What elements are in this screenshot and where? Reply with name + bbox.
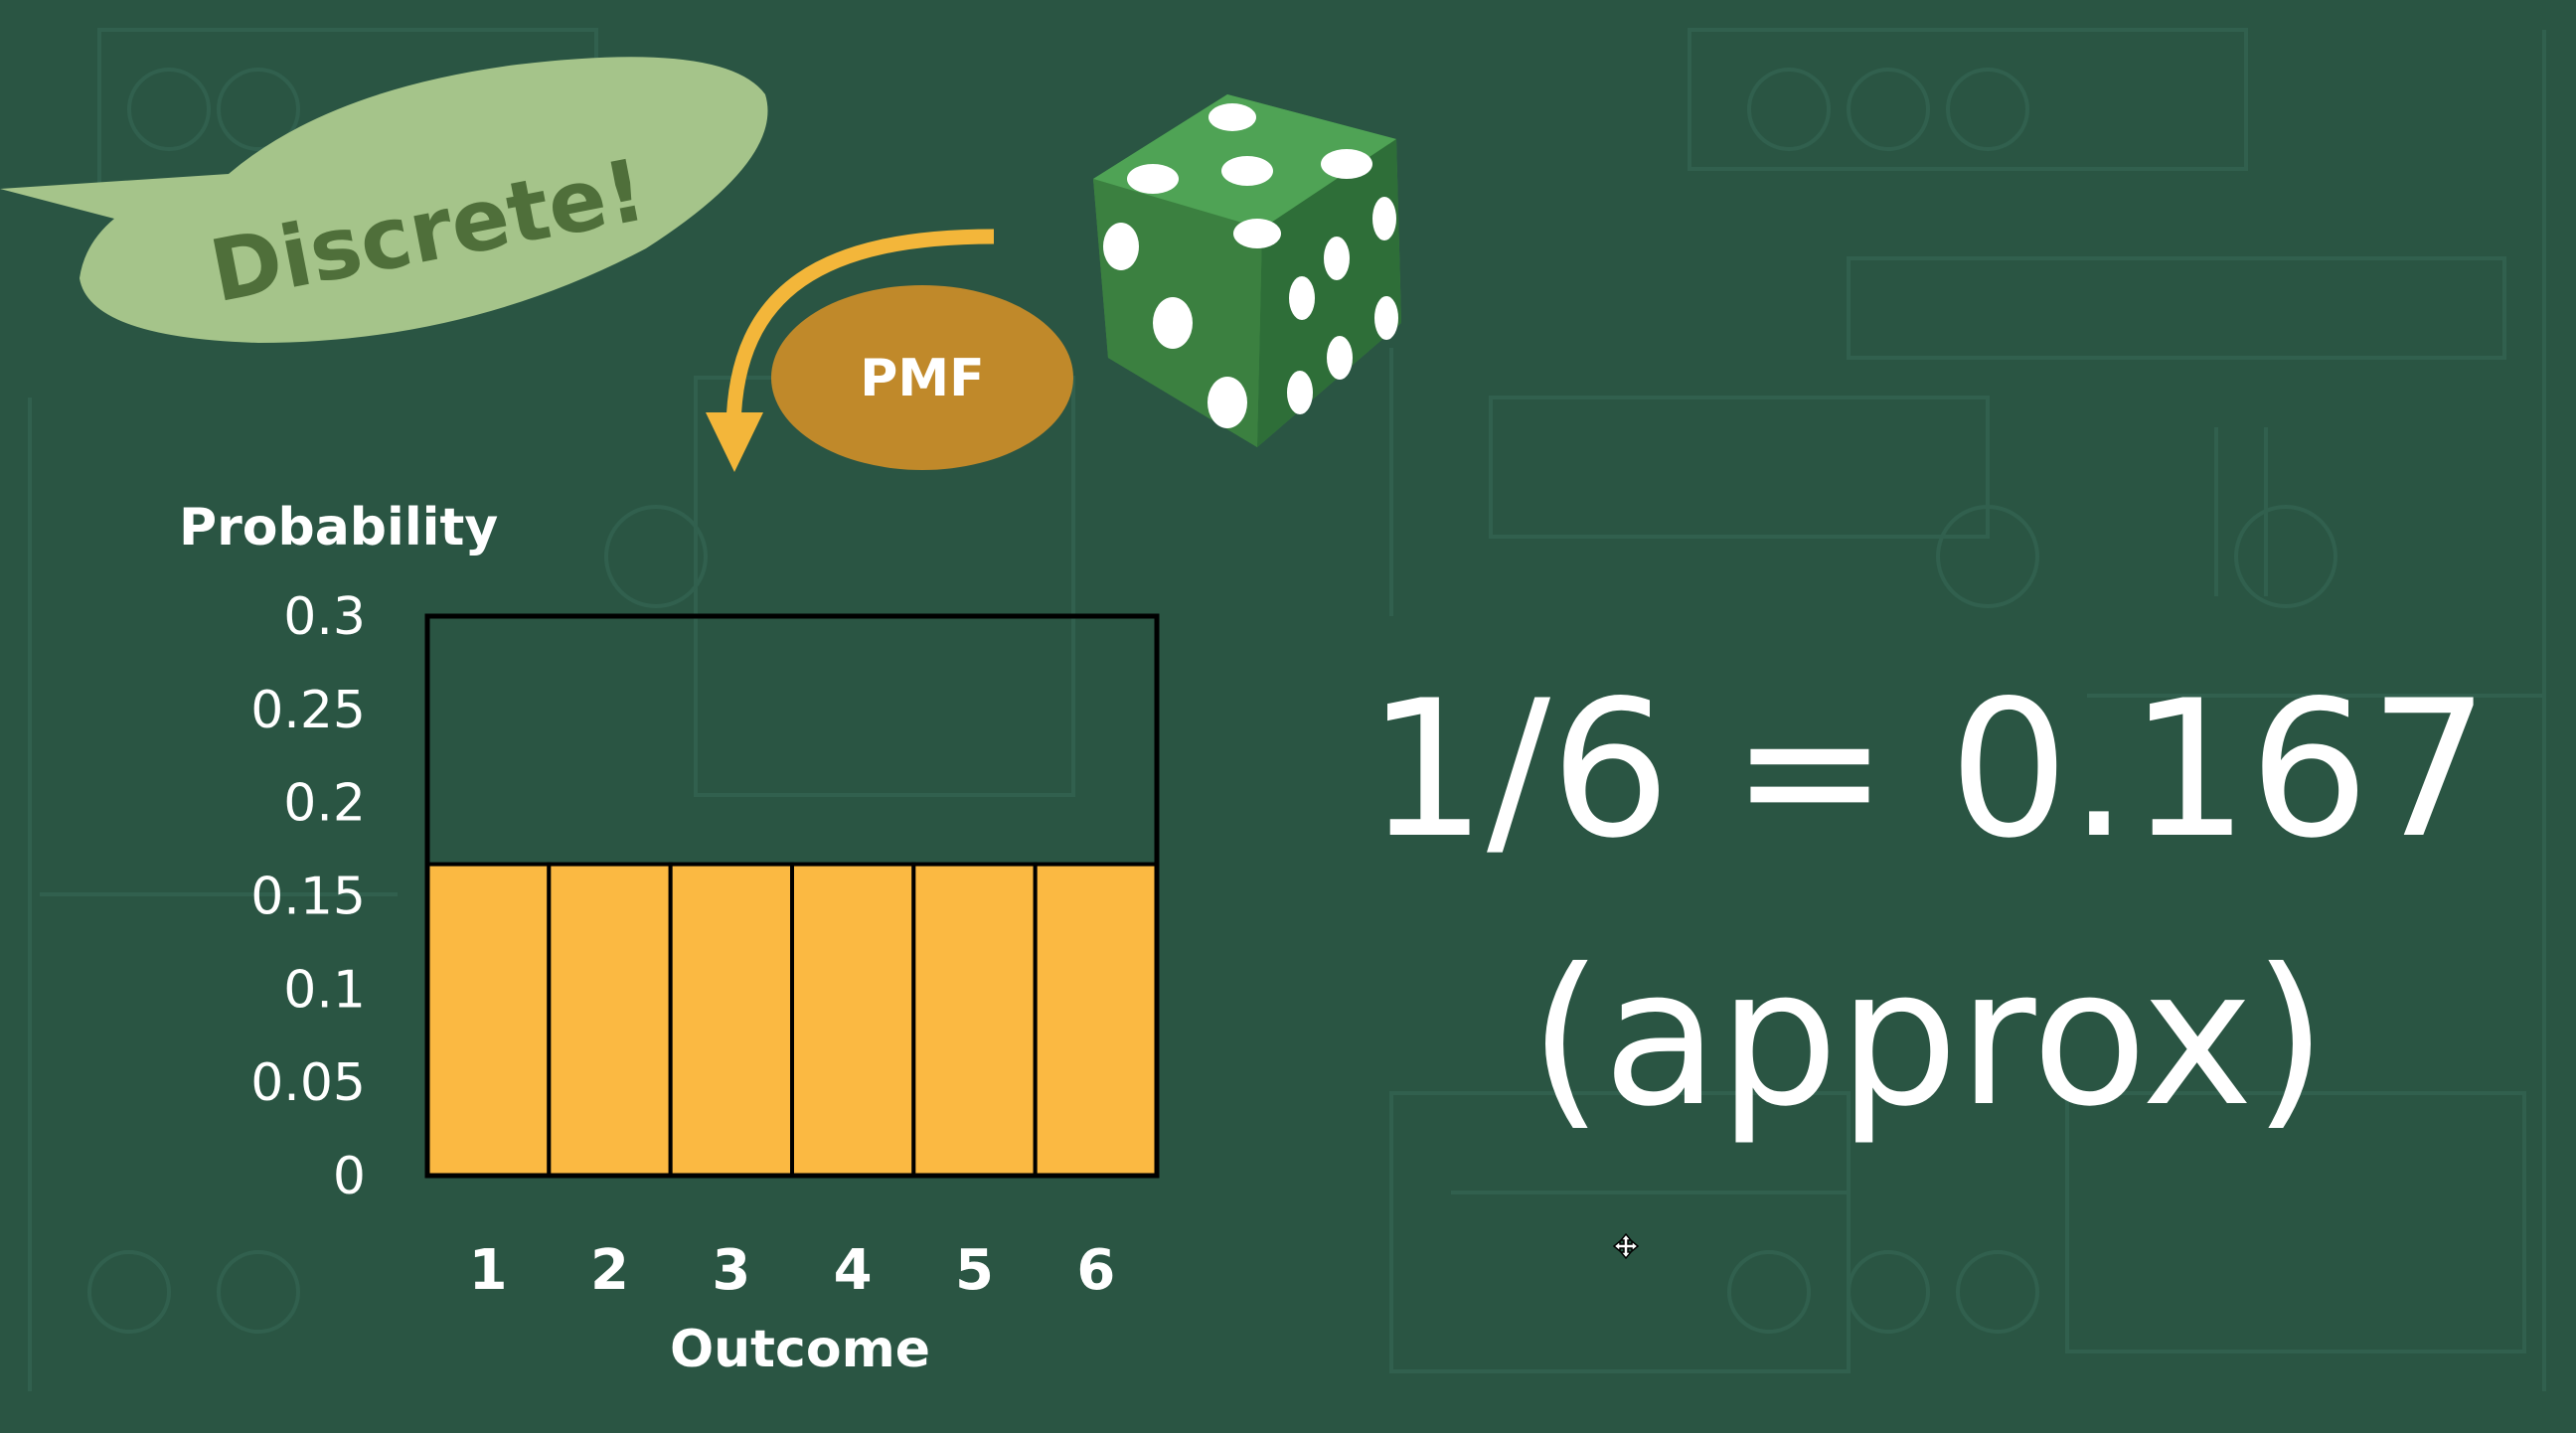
curved-arrow-icon bbox=[706, 229, 995, 472]
pmf-badge: PMF bbox=[771, 285, 1073, 470]
x-axis-label: Outcome bbox=[670, 1320, 930, 1379]
y-tick-label: 0.05 bbox=[250, 1053, 366, 1113]
x-tick-label: 6 bbox=[1076, 1238, 1115, 1303]
bar-5 bbox=[911, 862, 1038, 1178]
die-icon bbox=[1093, 94, 1401, 447]
pmf-label: PMF bbox=[860, 349, 984, 408]
x-tick-label: 1 bbox=[469, 1238, 508, 1303]
y-axis-label: Probability bbox=[179, 498, 498, 557]
bar-4 bbox=[790, 862, 916, 1178]
bar-1 bbox=[425, 862, 552, 1178]
cursor-move-icon bbox=[1612, 1232, 1640, 1260]
y-tick-label: 0.2 bbox=[283, 774, 366, 834]
plot-area bbox=[424, 613, 1160, 1179]
y-axis-ticks: 0 0.05 0.1 0.15 0.2 0.25 0.3 bbox=[250, 587, 366, 1206]
bar-2 bbox=[547, 862, 673, 1178]
approx-note: (approx) bbox=[1529, 928, 2328, 1148]
bar-6 bbox=[1033, 862, 1159, 1178]
y-tick-label: 0 bbox=[333, 1147, 366, 1206]
formula-text: 1/6 = 0.167 bbox=[1367, 660, 2490, 879]
bars bbox=[425, 862, 1159, 1178]
x-tick-label: 2 bbox=[590, 1238, 629, 1303]
x-tick-label: 5 bbox=[955, 1238, 994, 1303]
y-tick-label: 0.1 bbox=[283, 960, 366, 1020]
x-tick-label: 4 bbox=[834, 1238, 873, 1303]
bar-3 bbox=[668, 862, 795, 1178]
x-axis-ticks: 1 2 3 4 5 6 bbox=[469, 1238, 1116, 1303]
y-tick-label: 0.25 bbox=[250, 681, 366, 740]
y-tick-label: 0.3 bbox=[283, 587, 366, 647]
x-tick-label: 3 bbox=[712, 1238, 750, 1303]
y-tick-label: 0.15 bbox=[250, 868, 366, 927]
